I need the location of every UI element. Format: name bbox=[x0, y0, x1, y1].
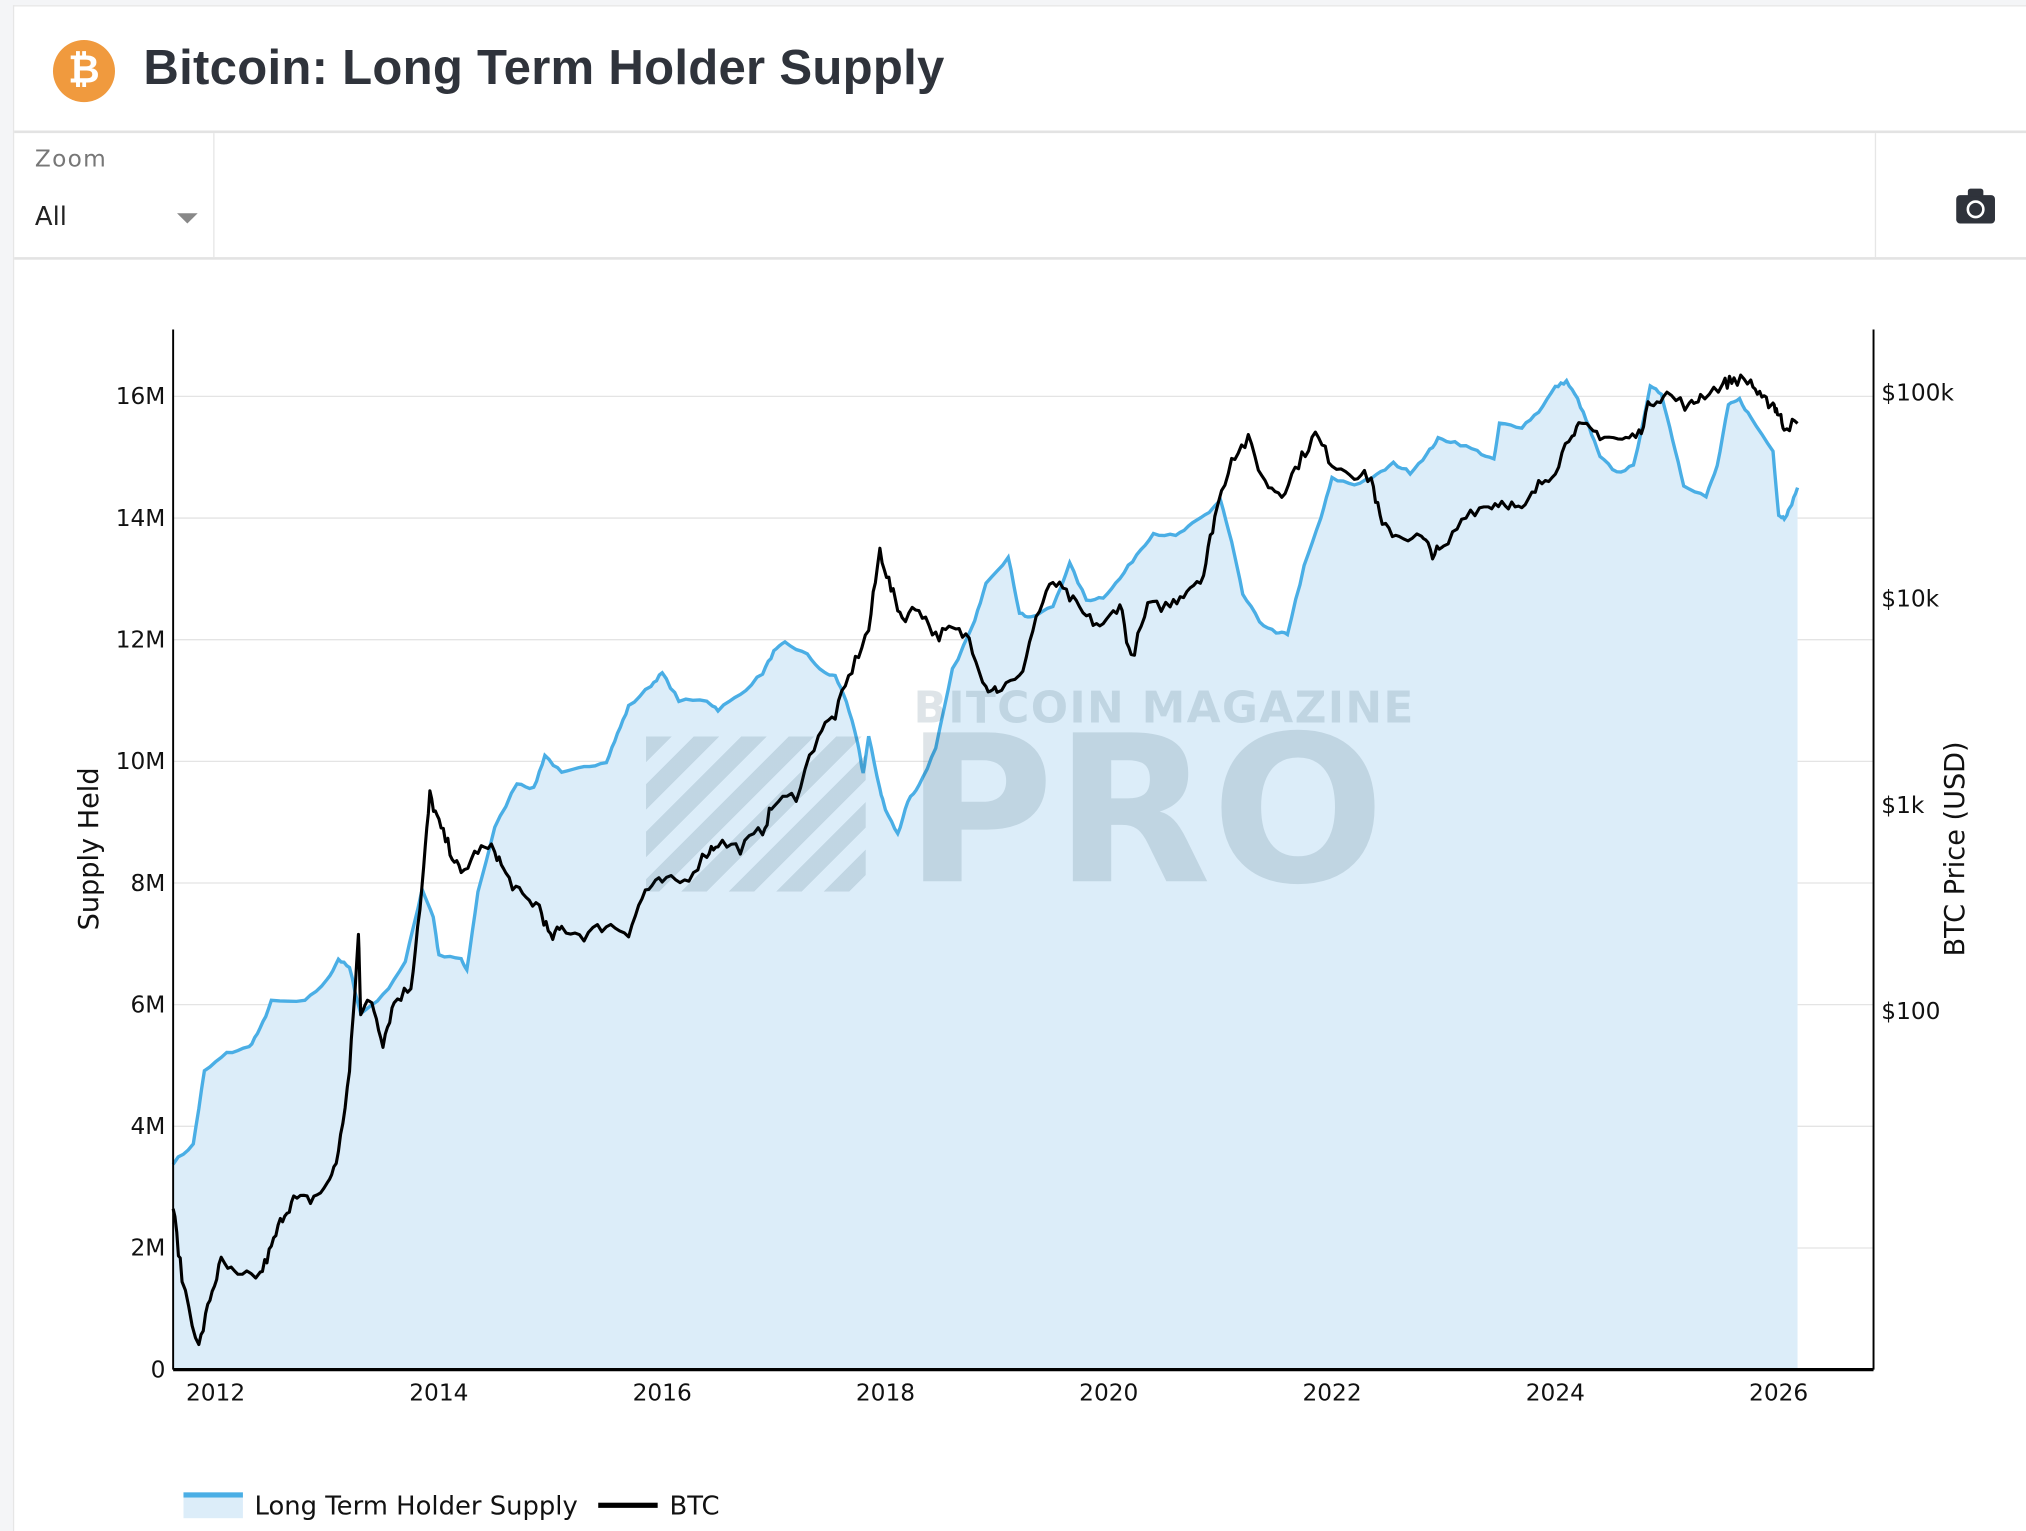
header: ₿ Bitcoin: Long Term Holder Supply bbox=[14, 6, 2026, 134]
x-tick-label: 2018 bbox=[856, 1380, 915, 1407]
legend: Long Term Holder Supply BTC bbox=[183, 1486, 720, 1525]
camera-icon[interactable] bbox=[1956, 188, 1995, 224]
y2-tick-label: $1k bbox=[1881, 792, 1925, 819]
zoom-label: Zoom bbox=[34, 146, 108, 174]
chevron-down-icon bbox=[177, 213, 198, 224]
bitcoin-logo-icon: ₿ bbox=[52, 40, 115, 103]
y-tick-label: 12M bbox=[116, 626, 166, 653]
btc-price-line bbox=[171, 373, 1799, 1347]
y-tick-label: 16M bbox=[116, 383, 166, 410]
axes: 0 2M 4M 6M 8M 10M 12M 14M 16M 2012 2014 2016 2018 202… bbox=[116, 329, 1954, 1407]
page-title: Bitcoin: Long Term Holder Supply bbox=[143, 41, 945, 96]
y-tick-label: 4M bbox=[131, 1113, 166, 1140]
legend-item-btc[interactable]: BTC bbox=[669, 1489, 720, 1521]
y-axis-title: Supply Held bbox=[74, 767, 105, 930]
y-tick-label: 8M bbox=[131, 870, 166, 897]
y2-tick-label: $100k bbox=[1881, 380, 1954, 407]
lth-supply-line bbox=[171, 377, 1800, 1166]
zoom-select[interactable]: All bbox=[35, 200, 198, 239]
toolbar: Zoom All bbox=[14, 133, 2026, 260]
x-tick-label: 2026 bbox=[1749, 1380, 1808, 1407]
y-tick-label: 0 bbox=[151, 1356, 166, 1383]
zoom-control: Zoom All bbox=[14, 133, 215, 258]
x-tick-label: 2014 bbox=[409, 1380, 468, 1407]
y-tick-label: 14M bbox=[116, 505, 166, 532]
x-tick-label: 2022 bbox=[1302, 1380, 1361, 1407]
lth-supply-area bbox=[173, 380, 1798, 1370]
y-tick-label: 10M bbox=[116, 748, 166, 775]
x-tick-label: 2024 bbox=[1526, 1380, 1585, 1407]
y2-tick-label: $100 bbox=[1881, 998, 1940, 1025]
y2-axis-title: BTC Price (USD) bbox=[1940, 741, 1971, 956]
legend-swatch-btc bbox=[598, 1502, 658, 1508]
x-tick-label: 2012 bbox=[186, 1380, 245, 1407]
zoom-value: All bbox=[34, 200, 67, 232]
x-tick-label: 2016 bbox=[633, 1380, 692, 1407]
x-tick-label: 2020 bbox=[1079, 1380, 1138, 1407]
y2-tick-label: $10k bbox=[1881, 586, 1939, 613]
legend-swatch-lth bbox=[183, 1492, 243, 1519]
legend-item-lth[interactable]: Long Term Holder Supply bbox=[254, 1489, 578, 1521]
screenshot-control bbox=[1874, 133, 2026, 258]
y-tick-label: 6M bbox=[131, 991, 166, 1018]
y-tick-label: 2M bbox=[131, 1235, 166, 1262]
